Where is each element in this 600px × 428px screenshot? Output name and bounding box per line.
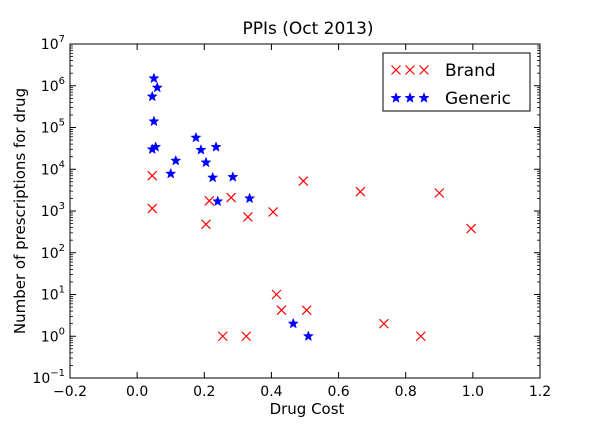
legend-marker-generic (390, 92, 402, 103)
generic-point (148, 72, 160, 84)
y-tick-label: 105 (41, 118, 65, 137)
x-tick-label: 0.8 (395, 384, 417, 400)
chart-title: PPIs (Oct 2013) (242, 19, 373, 39)
generic-point (207, 171, 219, 183)
x-tick-label: 1.2 (529, 384, 551, 400)
y-tick-label: 103 (41, 201, 65, 220)
brand-point (378, 318, 389, 329)
generic-point (212, 195, 224, 207)
generic-point (287, 317, 299, 329)
brand-point (434, 188, 445, 198)
legend-marker-brand (419, 65, 429, 75)
brand-point (268, 207, 279, 217)
brand-point (276, 305, 287, 316)
legend-marker-generic (404, 92, 416, 103)
generic-point (195, 144, 207, 155)
generic-point (149, 141, 162, 152)
x-axis-label: Drug Cost (270, 400, 345, 418)
x-tick-label: −0.2 (53, 384, 87, 400)
generic-point (165, 167, 177, 179)
legend-marker-generic (418, 92, 430, 103)
brand-point (147, 203, 158, 214)
y-axis-label: Number of prescriptions for drug (11, 88, 29, 334)
generic-point (302, 330, 314, 342)
legend-marker-brand (391, 65, 401, 75)
generic-point (190, 131, 202, 143)
legend-marker-brand (405, 65, 415, 75)
brand-point (226, 192, 237, 203)
x-tick-label: 1.0 (462, 384, 484, 400)
y-tick-label: 10−1 (32, 368, 65, 387)
brand-point (201, 219, 211, 230)
legend-label-generic: Generic (445, 89, 511, 109)
brand-point (355, 186, 366, 197)
brand-point (466, 223, 477, 234)
y-tick-label: 104 (41, 159, 65, 178)
x-tick-label: 0.0 (126, 384, 148, 400)
series-generic (146, 72, 314, 342)
generic-point (210, 141, 222, 152)
brand-point (415, 331, 426, 342)
generic-point (170, 154, 182, 166)
generic-point (227, 171, 239, 182)
brand-point (204, 195, 215, 206)
brand-point (217, 331, 228, 342)
y-tick-label: 101 (41, 285, 65, 304)
y-tick-label: 107 (41, 34, 65, 53)
generic-point (151, 81, 163, 93)
brand-point (147, 170, 158, 181)
generic-point (148, 115, 160, 127)
brand-point (271, 289, 282, 300)
legend-label-brand: Brand (445, 61, 496, 81)
y-tick-label: 102 (41, 243, 65, 262)
series-brand (147, 170, 477, 342)
legend: Brand Generic (382, 52, 531, 112)
axis-ticks: −0.2 0.0 0.2 0.4 0.6 0.8 1.0 1.2 10−1 100 101 102 10… (32, 34, 551, 400)
x-tick-label: 0.6 (327, 384, 349, 400)
generic-point (146, 90, 158, 102)
generic-point (200, 156, 212, 168)
plot-area (146, 72, 477, 342)
brand-point (298, 176, 309, 187)
x-tick-label: 0.4 (260, 384, 282, 400)
generic-point (243, 192, 256, 204)
brand-point (243, 212, 253, 222)
brand-point (241, 331, 252, 342)
brand-point (301, 305, 312, 316)
y-tick-label: 100 (41, 326, 65, 345)
x-tick-label: 0.2 (193, 384, 215, 400)
y-tick-label: 106 (41, 76, 65, 95)
